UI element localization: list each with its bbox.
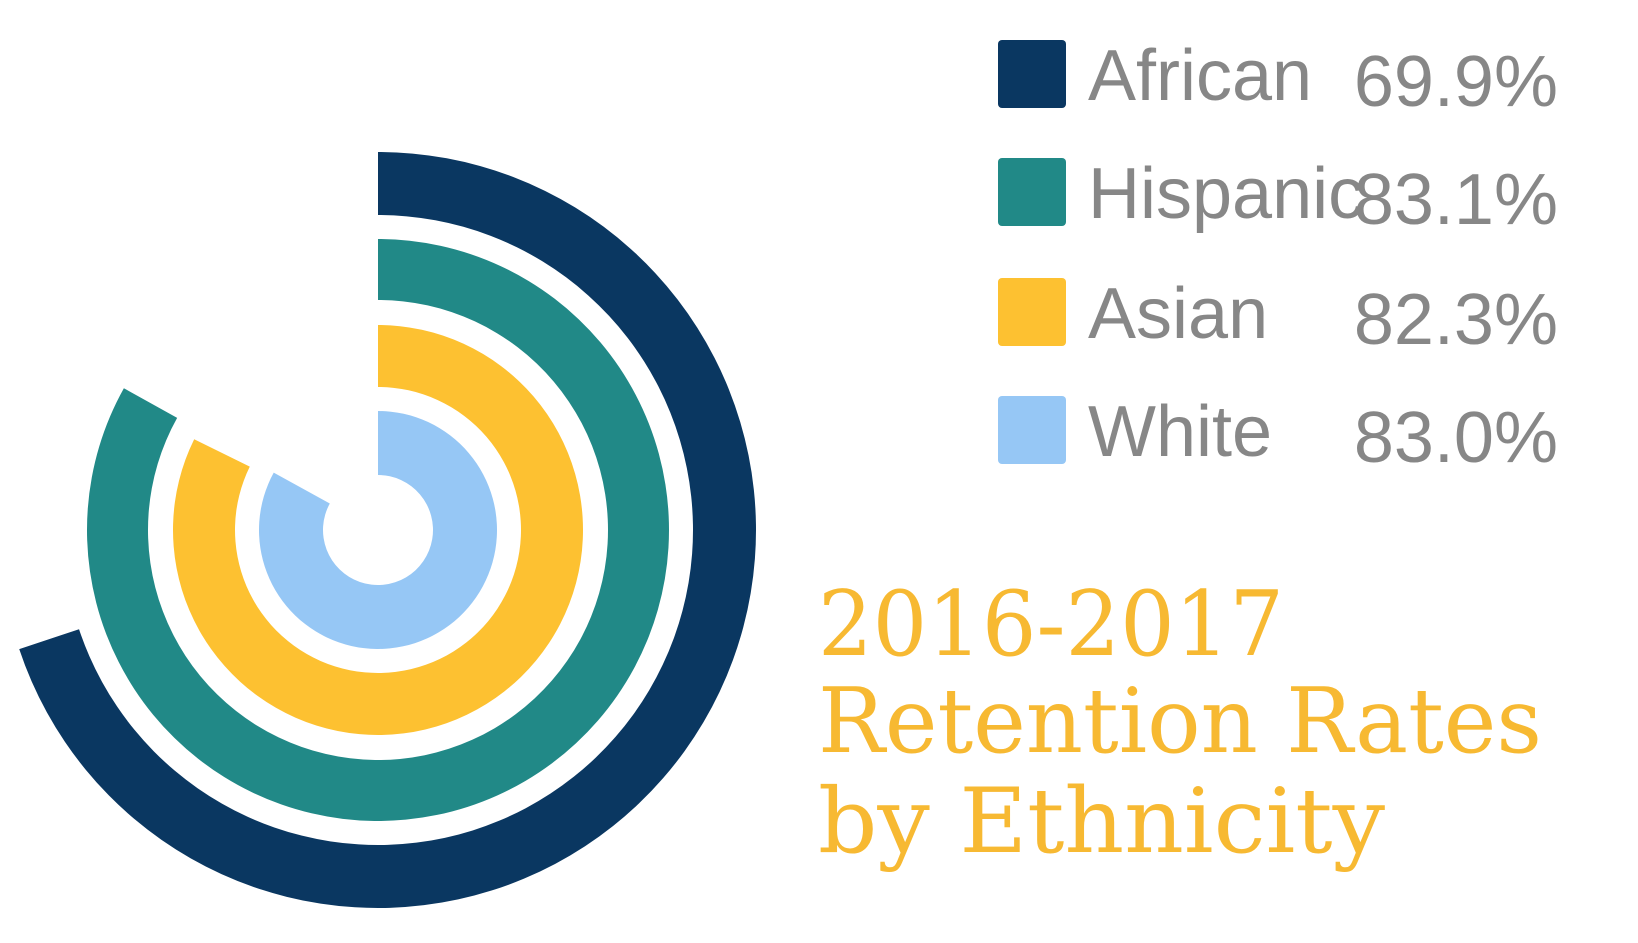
chart-title: 2016-2017 [818,572,1284,677]
legend-label: Hispanic [1088,154,1364,234]
legend-label: Asian [1088,274,1268,354]
chart-title: by Ethnicity [818,769,1385,874]
legend-label: African [1088,36,1312,116]
value-label: 83.1% [1354,160,1558,240]
legend-swatch [998,396,1066,464]
value-label: 83.0% [1354,398,1558,478]
legend-swatch [998,40,1066,108]
chart-title: Retention Rates [818,669,1542,774]
radial-bar [173,325,583,735]
value-label: 82.3% [1354,280,1558,360]
legend-swatch [998,278,1066,346]
legend-label: White [1088,392,1272,472]
legend-swatch [998,158,1066,226]
radial-bar [259,411,498,649]
value-label: 69.9% [1354,42,1558,122]
